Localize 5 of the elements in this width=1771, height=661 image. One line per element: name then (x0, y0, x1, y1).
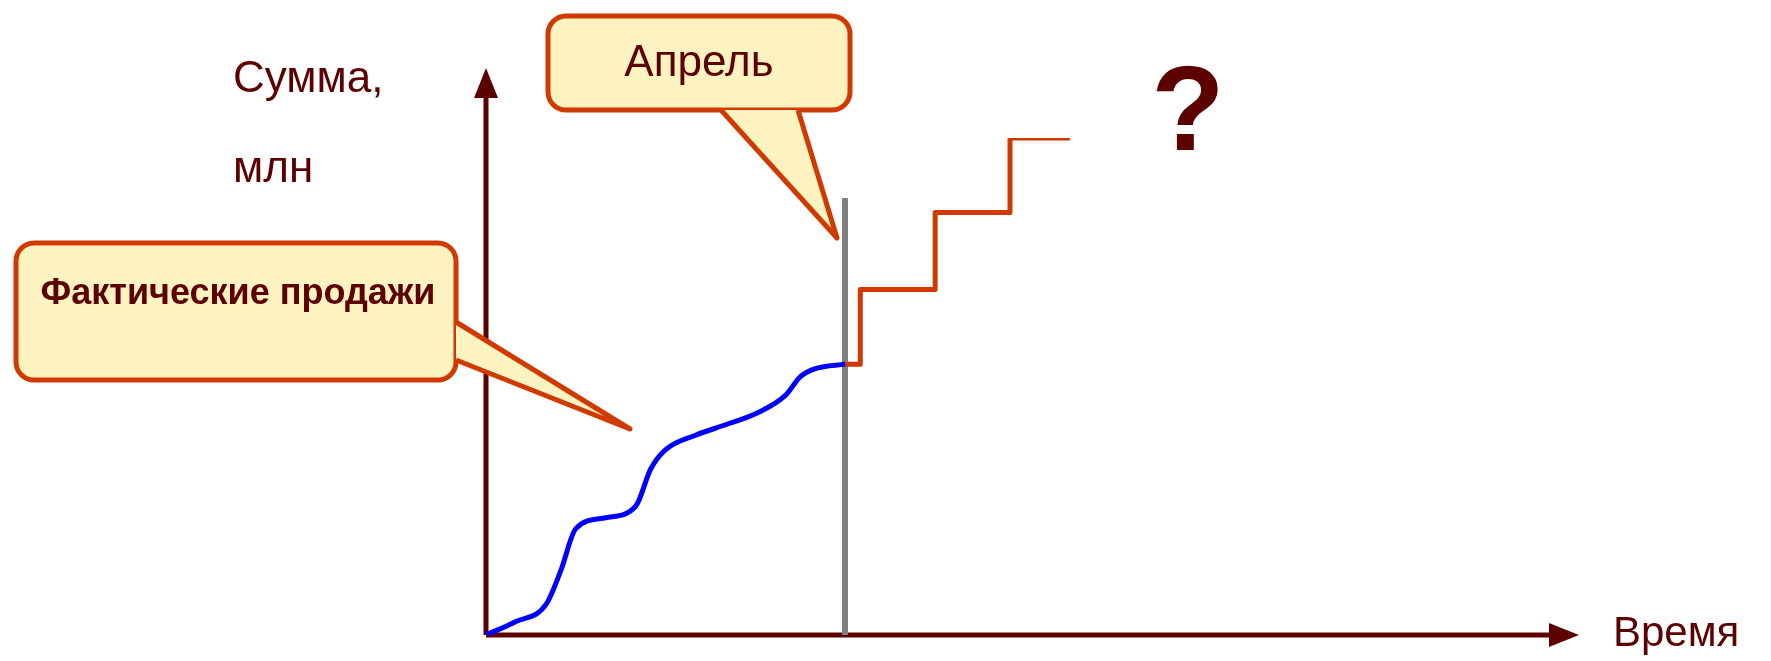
annotation: ? (1150, 40, 1226, 177)
text: Фактические продажи (39, 270, 437, 314)
y-axis-title: Сумма, млн (233, 52, 384, 192)
text: Апрель (623, 36, 775, 86)
x-axis-title: Время (1613, 608, 1740, 656)
